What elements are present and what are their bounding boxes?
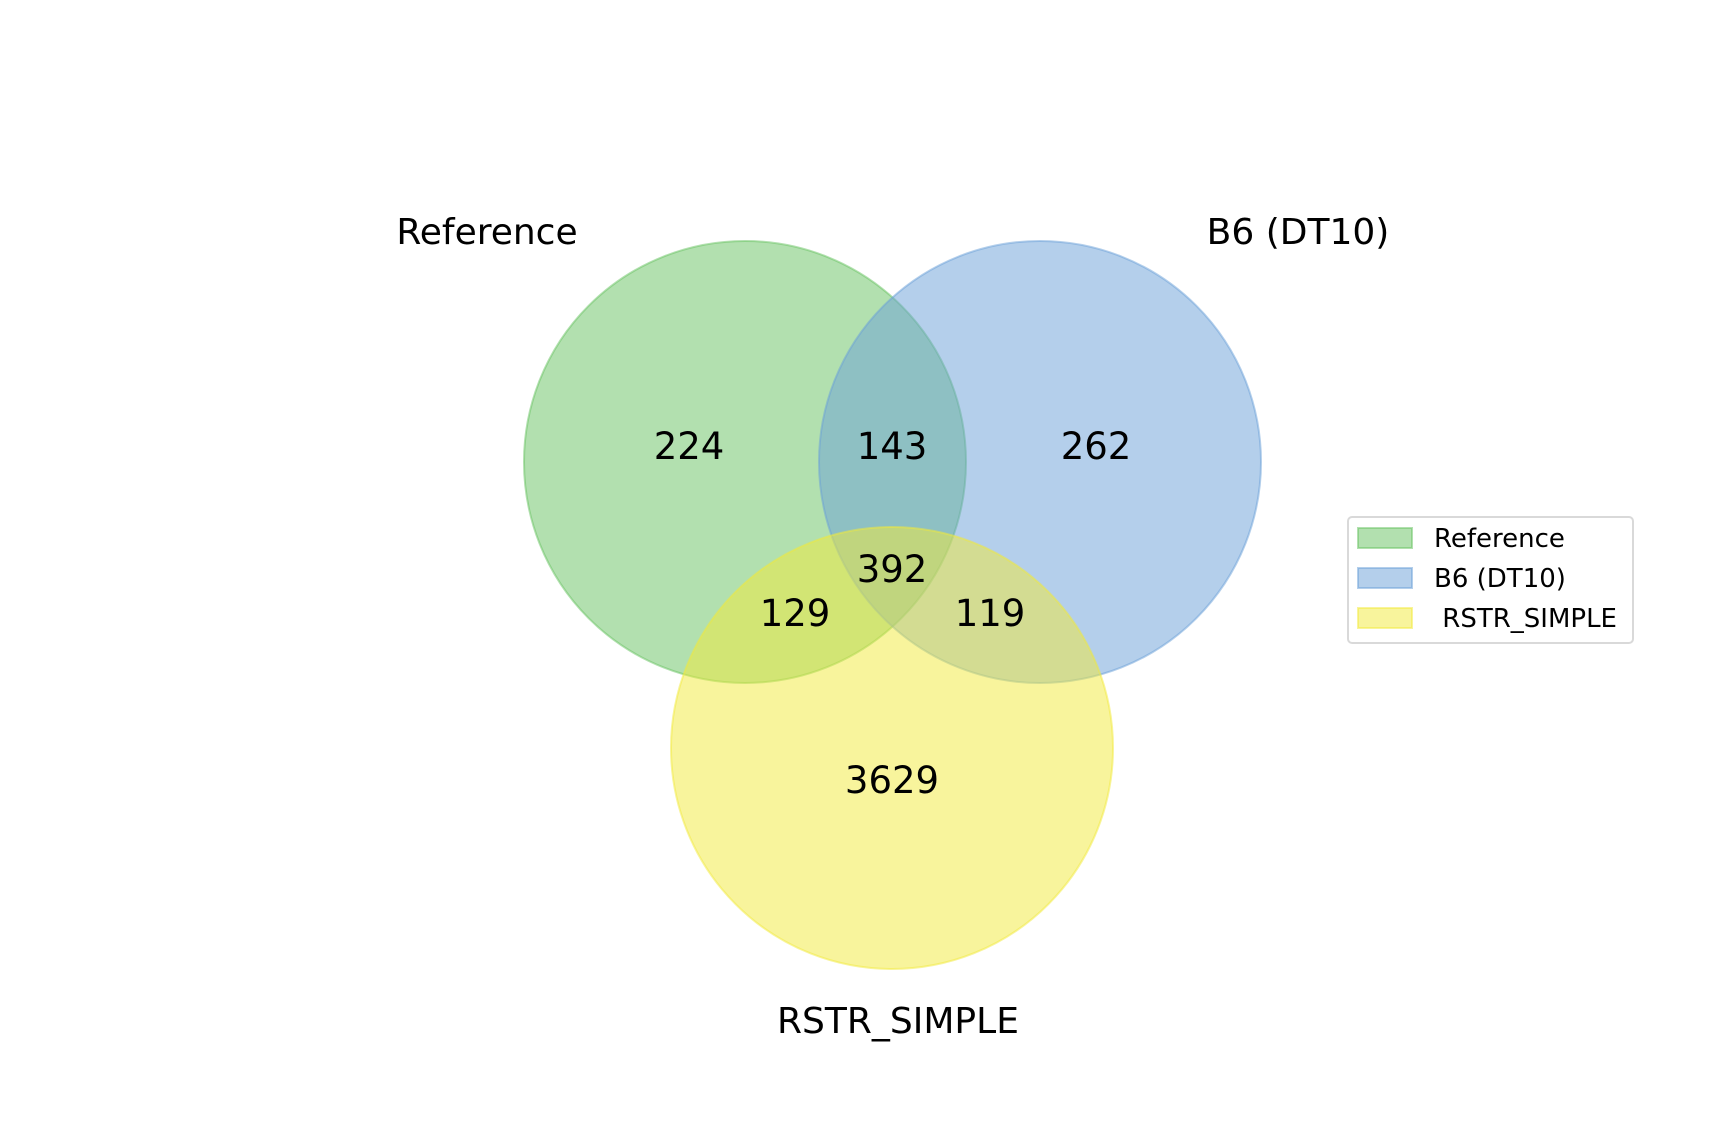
region-count-b6-only: 262 [1061, 425, 1132, 468]
set-circle-rstr-simple [670, 526, 1114, 970]
region-count-b6-rstr: 119 [955, 592, 1026, 635]
region-count-reference-rstr: 129 [760, 592, 831, 635]
region-count-all-three: 392 [857, 548, 928, 591]
legend-label-b6-dt10: B6 (DT10) [1434, 564, 1566, 594]
legend: Reference B6 (DT10) RSTR_SIMPLE [1347, 516, 1634, 644]
legend-label-rstr-simple: RSTR_SIMPLE [1434, 604, 1617, 634]
legend-frame [1347, 516, 1634, 644]
legend-swatch-rstr-simple [1357, 607, 1413, 629]
legend-swatch-b6-dt10 [1357, 567, 1413, 589]
region-count-rstr-only: 3629 [845, 759, 939, 802]
region-count-reference-only: 224 [654, 425, 725, 468]
set-label-reference: Reference [396, 212, 577, 253]
set-label-rstr-simple: RSTR_SIMPLE [777, 1001, 1019, 1042]
region-count-reference-b6: 143 [857, 425, 928, 468]
legend-swatch-reference [1357, 527, 1413, 549]
set-label-b6-dt10: B6 (DT10) [1207, 212, 1390, 253]
legend-label-reference: Reference [1434, 524, 1565, 554]
